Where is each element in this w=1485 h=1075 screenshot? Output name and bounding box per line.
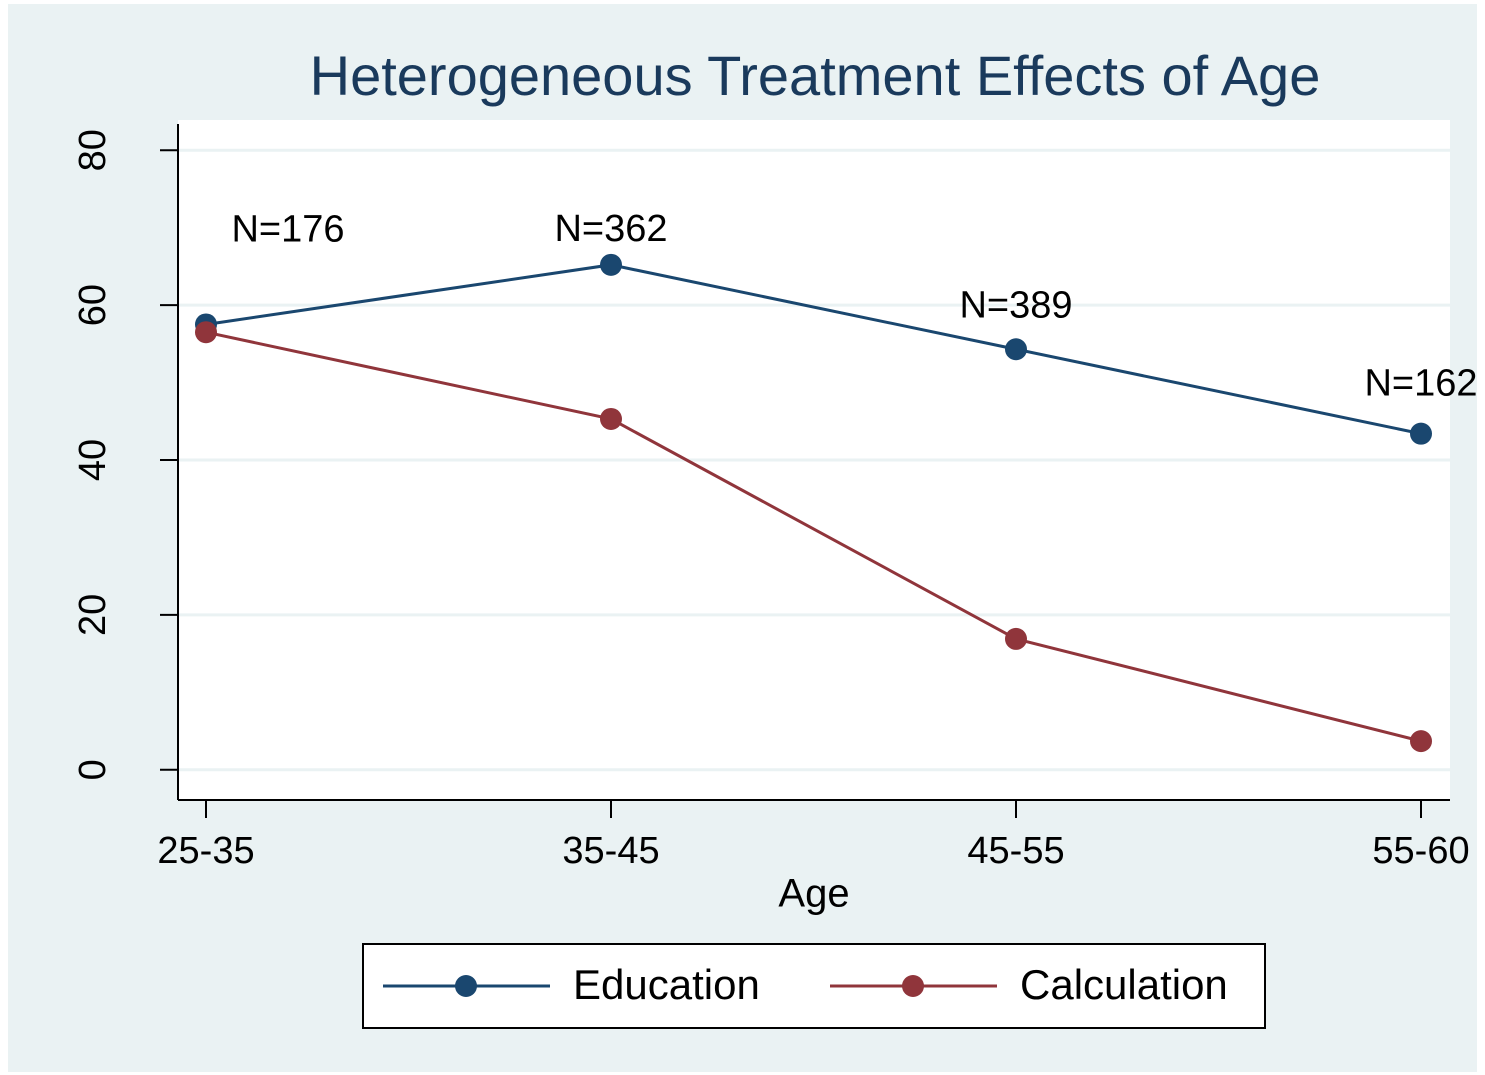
y-tick-label: 40 xyxy=(72,439,114,481)
x-tick-label: 55-60 xyxy=(1372,830,1469,872)
data-point xyxy=(195,321,217,344)
annotation: N=389 xyxy=(959,284,1072,326)
data-point xyxy=(600,253,622,276)
annotation: N=362 xyxy=(554,208,667,250)
x-tick-label: 25-35 xyxy=(157,830,254,872)
legend-marker xyxy=(455,975,477,997)
annotation: N=176 xyxy=(231,208,344,250)
y-tick-label: 0 xyxy=(72,759,114,780)
x-axis-label: Age xyxy=(778,872,849,916)
annotation: N=162 xyxy=(1364,363,1477,405)
series-line xyxy=(205,263,1422,436)
x-tick-label: 45-55 xyxy=(967,830,1064,872)
data-point xyxy=(1005,627,1027,650)
y-tick-label: 80 xyxy=(72,129,114,171)
data-point xyxy=(600,407,622,430)
data-point xyxy=(1410,422,1432,445)
legend-label: Education xyxy=(573,961,760,1008)
data-point xyxy=(1005,338,1027,361)
data-point xyxy=(1410,730,1432,753)
legend-marker xyxy=(902,975,924,997)
y-tick-label: 20 xyxy=(72,594,114,636)
chart-title: Heterogeneous Treatment Effects of Age xyxy=(310,44,1321,107)
series-line xyxy=(205,330,1422,743)
x-tick-label: 35-45 xyxy=(562,830,659,872)
y-tick-label: 60 xyxy=(72,284,114,326)
legend-label: Calculation xyxy=(1020,961,1228,1008)
